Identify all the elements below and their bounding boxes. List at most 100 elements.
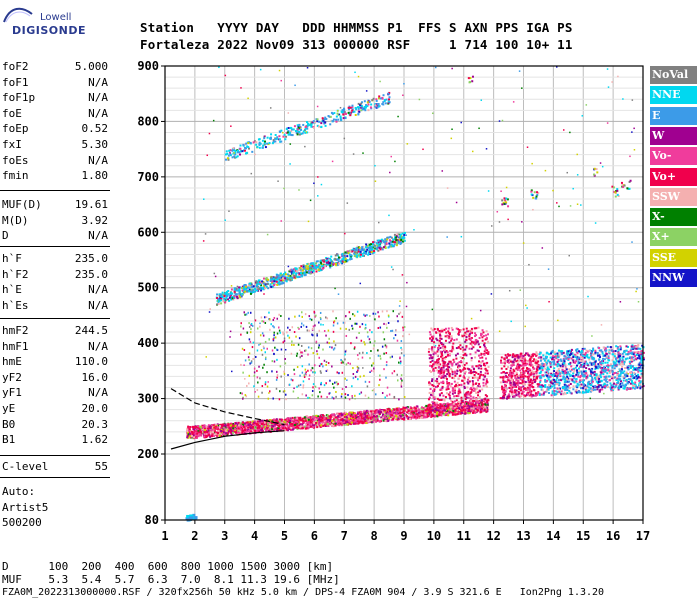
echo-point bbox=[637, 373, 640, 376]
echo-point bbox=[627, 381, 630, 384]
echo-point bbox=[460, 402, 463, 405]
echo-point bbox=[524, 389, 527, 392]
echo-point bbox=[191, 432, 194, 435]
echo-point bbox=[373, 417, 376, 420]
echo-point bbox=[604, 376, 607, 379]
echo-point bbox=[463, 378, 466, 381]
echo-point bbox=[641, 352, 644, 355]
echo-point bbox=[576, 351, 579, 354]
echo-point bbox=[246, 421, 249, 424]
echo-point bbox=[556, 362, 559, 365]
echo-point bbox=[320, 421, 323, 424]
echo-point bbox=[582, 353, 585, 356]
echo-point bbox=[612, 372, 615, 375]
echo-point bbox=[369, 415, 372, 418]
echo-point bbox=[585, 389, 588, 392]
echo-point bbox=[624, 374, 627, 377]
echo-point bbox=[379, 420, 382, 423]
echo-point bbox=[273, 418, 276, 421]
echo-point bbox=[407, 410, 410, 413]
echo-point bbox=[403, 406, 406, 409]
echo-point bbox=[627, 378, 630, 381]
echo-point bbox=[465, 354, 468, 357]
echo-point bbox=[613, 352, 616, 355]
echo-point bbox=[227, 431, 230, 434]
echo-point bbox=[485, 351, 488, 354]
auto-scaler-line1: Auto: bbox=[2, 485, 36, 498]
echo-point bbox=[597, 375, 600, 378]
echo-point bbox=[463, 366, 466, 369]
echo-point bbox=[601, 362, 604, 365]
echo-point bbox=[292, 417, 295, 420]
echo-point bbox=[440, 376, 443, 379]
echo-point bbox=[519, 389, 522, 392]
echo-point bbox=[594, 367, 597, 370]
echo-point bbox=[445, 388, 448, 391]
echo-point bbox=[363, 413, 366, 416]
param-name: h`E bbox=[2, 283, 22, 297]
echo-point bbox=[416, 413, 419, 416]
echo-point bbox=[594, 365, 597, 368]
echo-point bbox=[334, 422, 337, 425]
echo-point bbox=[197, 425, 200, 428]
echo-point bbox=[410, 407, 413, 410]
echo-point bbox=[640, 357, 643, 360]
echo-point bbox=[476, 404, 479, 407]
echo-point bbox=[343, 416, 346, 419]
echo-point bbox=[435, 414, 438, 417]
echo-point bbox=[476, 402, 479, 405]
echo-point bbox=[567, 358, 570, 361]
echo-point bbox=[448, 360, 451, 363]
echo-point bbox=[259, 426, 262, 429]
echo-point bbox=[362, 415, 365, 418]
echo-point bbox=[440, 372, 443, 375]
echo-point bbox=[229, 431, 232, 434]
echo-point bbox=[191, 425, 194, 428]
echo-point bbox=[437, 409, 440, 412]
echo-point bbox=[383, 415, 386, 418]
echo-point bbox=[599, 355, 602, 358]
echo-point bbox=[530, 390, 533, 393]
echo-point bbox=[630, 365, 633, 368]
echo-point bbox=[480, 352, 483, 355]
echo-point bbox=[590, 362, 593, 365]
echo-point bbox=[602, 384, 605, 387]
echo-point bbox=[198, 428, 201, 431]
echo-point bbox=[581, 347, 584, 350]
echo-point bbox=[204, 434, 207, 437]
echo-point bbox=[422, 410, 425, 413]
echo-point bbox=[516, 384, 519, 387]
param-row: D N/A bbox=[2, 229, 108, 243]
echo-point bbox=[465, 402, 468, 405]
echo-point bbox=[407, 417, 410, 420]
echo-point bbox=[274, 424, 277, 427]
echo-point bbox=[361, 411, 364, 414]
echo-point bbox=[375, 420, 378, 423]
echo-point bbox=[461, 346, 464, 349]
echo-point bbox=[446, 355, 449, 358]
echo-point bbox=[249, 428, 252, 431]
echo-point bbox=[580, 370, 583, 373]
echo-point bbox=[509, 377, 512, 380]
echo-point bbox=[633, 366, 636, 369]
echo-point bbox=[444, 376, 447, 379]
echo-point bbox=[482, 364, 485, 367]
echo-point bbox=[565, 352, 568, 355]
echo-point bbox=[309, 419, 312, 422]
echo-point bbox=[522, 375, 525, 378]
echo-point bbox=[428, 410, 431, 413]
param-value: N/A bbox=[88, 153, 108, 167]
echo-point bbox=[334, 424, 337, 427]
echo-point bbox=[429, 337, 432, 340]
echo-point bbox=[455, 357, 458, 360]
echo-point bbox=[433, 346, 436, 349]
echo-point bbox=[475, 327, 478, 330]
echo-point bbox=[455, 403, 458, 406]
echo-point bbox=[360, 413, 363, 416]
echo-point bbox=[187, 425, 190, 428]
echo-point bbox=[512, 353, 515, 356]
echo-point bbox=[484, 384, 487, 387]
echo-point bbox=[515, 367, 518, 370]
echo-point bbox=[464, 340, 467, 343]
echo-point bbox=[313, 414, 316, 417]
